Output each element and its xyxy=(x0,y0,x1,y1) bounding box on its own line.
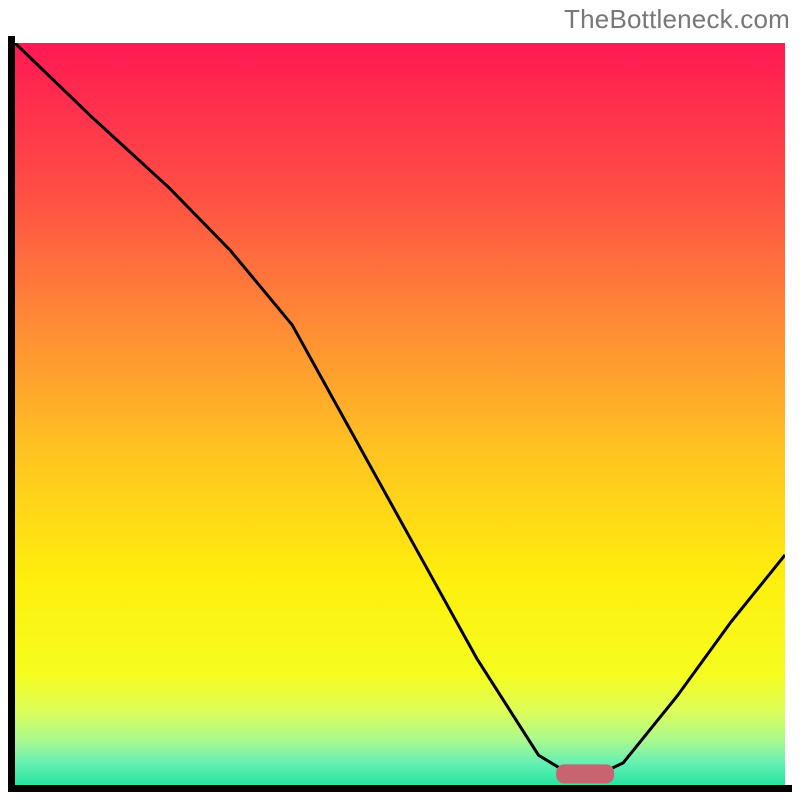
chart-container: TheBottleneck.com xyxy=(0,0,800,800)
watermark-text: TheBottleneck.com xyxy=(564,4,790,35)
plot-frame xyxy=(8,36,792,792)
optimal-point-marker xyxy=(556,764,614,783)
bottleneck-curve xyxy=(15,43,785,785)
x-axis xyxy=(8,785,792,792)
y-axis xyxy=(8,36,15,792)
plot-inner xyxy=(8,36,792,792)
